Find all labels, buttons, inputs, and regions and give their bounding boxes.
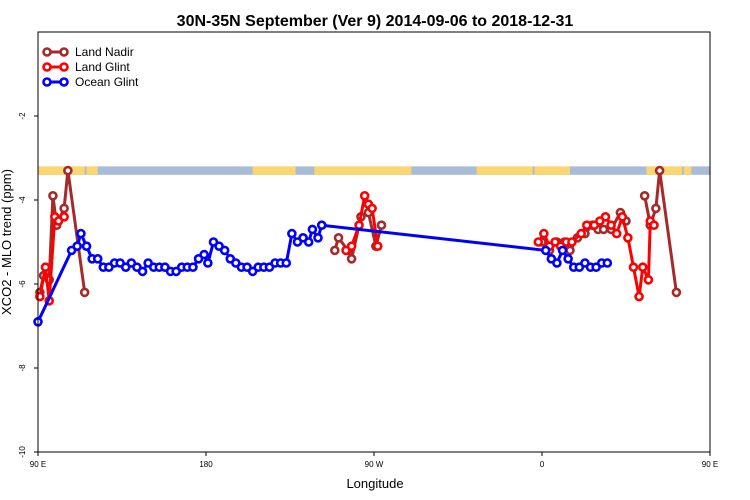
legend-marker [42,77,52,87]
data-point [654,165,665,176]
data-point [617,212,628,222]
legend-label: Ocean Glint [75,75,139,89]
land-segment [683,166,692,175]
legend-marker [42,47,52,57]
y-tick-label: -6 [18,280,27,288]
y-tick-label: -4 [18,196,27,204]
data-point [303,237,314,247]
data-point [219,245,230,256]
data-point [359,191,370,201]
data-point [203,258,213,268]
data-point [35,291,45,302]
legend-label: Land Nadir [75,45,134,59]
data-point [628,262,639,273]
data-point [606,220,616,230]
data-point [623,233,633,243]
series-ocean-glint [33,220,613,327]
legend-item-land-glint: Land Glint [42,60,130,74]
data-point [651,203,661,214]
data-point [576,228,587,239]
data-point [643,274,654,285]
data-point [329,245,340,256]
data-point [372,241,383,251]
data-point [281,258,292,268]
data-point [557,245,568,256]
land-segment [476,166,533,175]
data-point [376,220,387,230]
data-point [307,224,318,235]
data-point [92,253,103,264]
data-point [563,253,573,264]
data-point [59,212,69,222]
data-point [637,262,648,273]
land-segment [86,166,98,175]
data-point [72,241,82,251]
data-point [81,241,92,251]
legend-marker [42,62,52,72]
data-point [567,237,577,247]
data-point [634,291,644,302]
data-point [76,228,86,239]
data-point [316,220,327,230]
y-ticks: -2 -4 -6 -8 -10 [18,112,38,458]
data-point [367,203,377,214]
x-tick-label: 90 E [30,460,46,469]
data-point [346,241,357,251]
legend-item-land-nadir: Land Nadir [42,45,134,59]
data-point [346,253,357,264]
land-ocean-strip [38,166,710,175]
land-segment [38,166,85,175]
y-axis-label: XCO2 - MLO trend (ppm) [0,169,14,315]
data-point [40,262,51,273]
series-layer [33,165,682,327]
x-tick-label: 180 [199,460,213,469]
legend-marker [59,62,69,72]
x-axis-label: Longitude [346,476,403,491]
data-point [602,258,613,268]
data-point [649,220,659,230]
land-segment [252,166,296,175]
data-point [333,233,344,243]
data-point [188,262,198,273]
series-line [36,223,608,323]
x-tick-label: 90 W [365,460,384,469]
data-point [48,191,58,201]
data-point [533,237,544,247]
legend-label: Land Glint [75,60,130,74]
y-tick-label: -10 [18,446,27,458]
data-point [565,245,575,256]
land-segment [314,166,412,175]
legend-marker [59,77,69,87]
land-segment [534,166,570,175]
data-point [287,228,297,239]
chart-title: 30N-35N September (Ver 9) 2014-09-06 to … [177,13,574,30]
x-tick-label: 0 [540,460,545,469]
data-point [63,165,73,176]
legend-marker [59,47,69,57]
x-ticks: 90 E 180 90 W 0 90 E [30,452,718,469]
x-tick-label: 90 E [702,460,718,469]
data-point [313,233,323,243]
data-point [611,228,622,239]
series-land-glint [35,190,659,306]
y-tick-label: -8 [18,364,27,372]
data-point [600,212,611,222]
data-point [137,266,148,277]
data-point [199,249,209,260]
data-point [79,287,90,298]
data-point [639,191,650,201]
data-point [671,287,682,298]
data-point [581,220,592,230]
data-point [598,224,609,235]
data-point [59,203,69,214]
y-tick-label: -2 [18,112,27,120]
data-point [539,228,549,239]
data-point [552,258,562,268]
data-point [540,245,551,256]
legend-item-ocean-glint: Ocean Glint [42,75,139,89]
